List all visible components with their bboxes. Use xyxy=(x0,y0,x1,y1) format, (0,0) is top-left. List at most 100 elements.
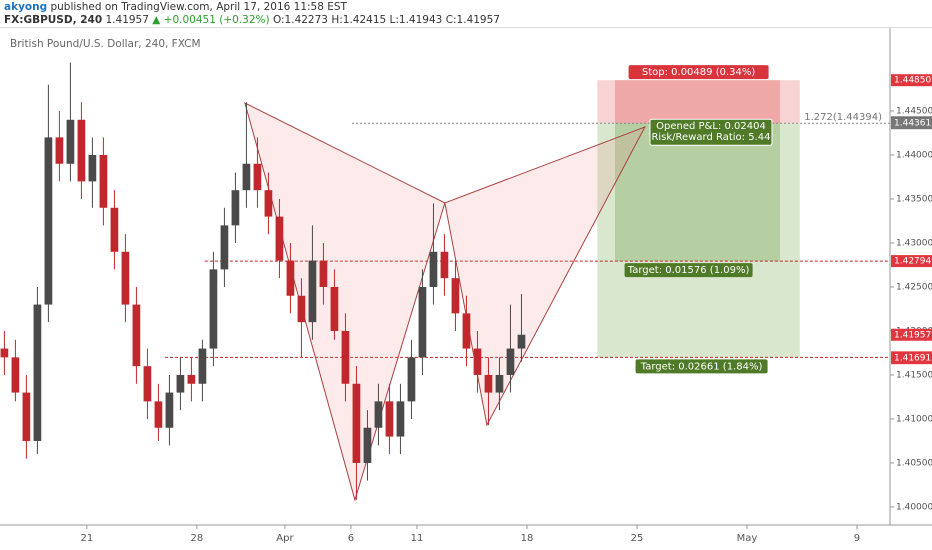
y-tick-label: 1.44500 xyxy=(896,106,932,116)
candle-body xyxy=(209,269,218,349)
stop-label-box xyxy=(628,65,769,80)
x-tick-label: Apr xyxy=(276,533,294,544)
stop-label: Stop: 0.00489 (0.34%) xyxy=(642,67,755,78)
high: H:1.42415 xyxy=(331,14,387,26)
candle-body xyxy=(440,251,449,279)
published: published on TradingView.com, April 17, … xyxy=(50,1,347,13)
candle-body xyxy=(187,374,196,384)
candle-body xyxy=(396,401,405,437)
price-badge-label: 1.44361 xyxy=(894,119,931,129)
candle-body xyxy=(77,119,86,182)
candle-body xyxy=(462,313,471,349)
candle-body xyxy=(11,357,20,393)
candle-body xyxy=(99,154,108,208)
candle-body xyxy=(253,163,262,191)
candle-body xyxy=(176,374,185,393)
candle-body xyxy=(429,251,438,287)
candle-body xyxy=(264,190,273,217)
candle-body xyxy=(33,304,42,441)
price-badge xyxy=(891,328,932,341)
candle-body xyxy=(517,334,526,349)
target-zone-inner xyxy=(614,123,780,262)
candle-body xyxy=(22,392,31,441)
y-tick-label: 1.43500 xyxy=(896,194,932,204)
candle-body xyxy=(451,278,460,314)
candle-body xyxy=(88,154,97,182)
fib-label: 1.272(1.44394) xyxy=(804,112,882,123)
candle-body xyxy=(473,348,482,375)
candle-body xyxy=(385,401,394,437)
y-tick-label: 1.41000 xyxy=(896,414,932,424)
change: ▲ +0.00451 (+0.32%) xyxy=(152,14,270,26)
candle-body xyxy=(484,374,493,393)
ratio-label: Risk/Reward Ratio: 5.44 xyxy=(651,132,770,143)
x-tick-label: 6 xyxy=(348,533,354,544)
candle-body xyxy=(66,119,75,164)
candle-body xyxy=(330,286,339,331)
x-tick-label: May xyxy=(737,533,758,544)
candle-body xyxy=(297,295,306,323)
x-tick-label: 18 xyxy=(521,533,534,544)
candle-body xyxy=(363,427,372,463)
candle-body xyxy=(506,348,515,375)
candle-body xyxy=(286,260,295,296)
candle-body xyxy=(220,225,229,270)
candle-body xyxy=(0,348,9,358)
candle-body xyxy=(374,401,383,428)
candle-body xyxy=(308,260,317,323)
open: O:1.42273 xyxy=(272,14,328,26)
candle-body xyxy=(165,392,174,428)
candle-body xyxy=(319,260,328,287)
y-tick-label: 1.43000 xyxy=(896,238,932,248)
candle-body xyxy=(154,401,163,428)
y-tick-label: 1.40000 xyxy=(896,502,932,512)
symbol: FX:GBPUSD, 240 xyxy=(4,14,103,26)
candle-body xyxy=(143,366,152,402)
x-tick-label: 25 xyxy=(631,533,644,544)
price-badge-label: 1.42794 xyxy=(894,257,931,267)
pattern xyxy=(244,102,446,502)
candle-body xyxy=(132,304,141,367)
header-line: akyong published on TradingView.com, Apr… xyxy=(4,1,928,14)
x-tick-label: 9 xyxy=(854,533,860,544)
price-badge xyxy=(891,352,932,365)
target-label: Target: 0.02661 (1.84%) xyxy=(640,361,763,372)
header: akyong published on TradingView.com, Apr… xyxy=(0,0,932,28)
candle-body xyxy=(44,137,53,305)
candle-body xyxy=(242,163,251,191)
low: L:1.41943 xyxy=(389,14,443,26)
x-tick-label: 11 xyxy=(411,533,424,544)
candle-body xyxy=(352,383,361,463)
candle-body xyxy=(275,216,284,261)
candle-body xyxy=(495,374,504,393)
chart-title: British Pound/U.S. Dollar, 240, FXCM xyxy=(10,38,201,50)
last: 1.41957 xyxy=(105,14,149,26)
price-badge-label: 1.41691 xyxy=(894,354,931,364)
y-tick-label: 1.44000 xyxy=(896,150,932,160)
y-tick-label: 1.42500 xyxy=(896,282,932,292)
author[interactable]: akyong xyxy=(4,1,48,13)
price-badge xyxy=(891,255,932,268)
price-badge xyxy=(891,74,932,87)
target-label-box xyxy=(624,263,753,278)
candle-body xyxy=(198,348,207,384)
x-tick-label: 21 xyxy=(81,533,94,544)
candle-body xyxy=(121,251,130,305)
price-badge xyxy=(891,117,932,130)
header-line: FX:GBPUSD, 240 1.41957 ▲ +0.00451 (+0.32… xyxy=(4,14,928,27)
candle-body xyxy=(55,137,64,164)
x-tick-label: 28 xyxy=(191,533,204,544)
stop-zone xyxy=(597,80,800,124)
y-tick-label: 1.40500 xyxy=(896,458,932,468)
price-badge-label: 1.44850 xyxy=(894,76,931,86)
target-label: Target: 0.01576 (1.09%) xyxy=(627,265,750,276)
price-axis xyxy=(890,28,932,550)
y-tick-label: 1.41500 xyxy=(896,370,932,380)
target-label-box xyxy=(635,359,768,374)
price-badge-label: 1.41957 xyxy=(894,330,931,340)
close: C:1.41957 xyxy=(445,14,500,26)
candle-body xyxy=(110,207,119,252)
pnl-label: Opened P&L: 0.02404 xyxy=(656,121,766,132)
